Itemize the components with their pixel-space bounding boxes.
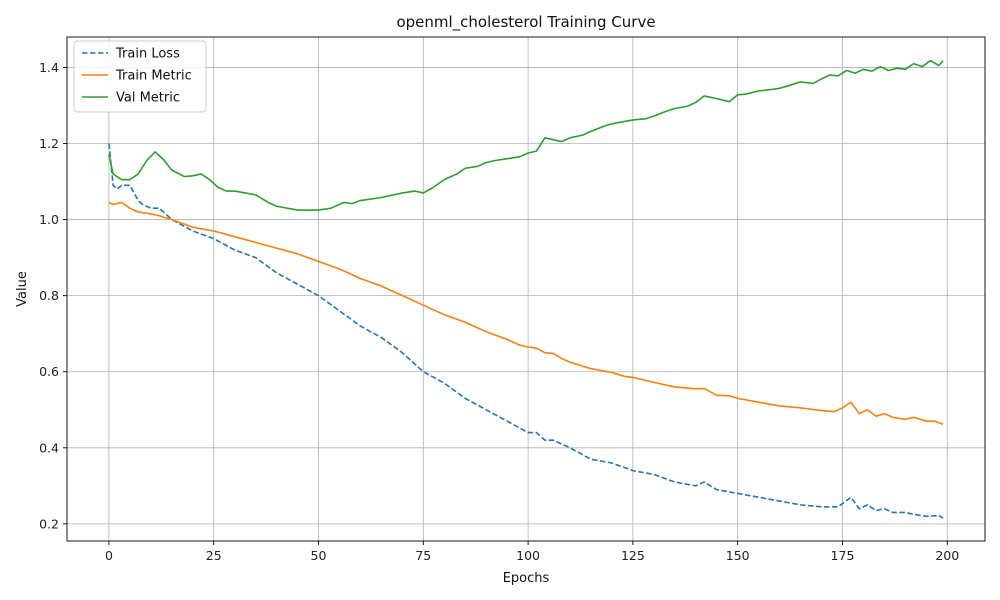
y-tick-label: 0.4 [39, 440, 59, 455]
y-tick-label: 0.8 [39, 288, 59, 303]
grid-lines [67, 37, 985, 541]
y-tick-label: 0.2 [39, 516, 59, 531]
plot-frame [66, 36, 986, 542]
series-line-train-loss [108, 143, 944, 519]
axis-ticks: 0 25 50 75 100 125 150 175 200 0.2 0.4 0.6 0.8 1.0 1.2… [39, 60, 959, 563]
x-axis-label: Epochs [503, 571, 550, 586]
legend: Train Loss Train Metric Val Metric [73, 40, 207, 113]
series-line-val-metric [108, 59, 944, 211]
x-tick-label: 100 [516, 548, 540, 563]
chart-title: openml_cholesterol Training Curve [396, 13, 655, 32]
x-tick-label: 50 [311, 548, 327, 563]
legend-label: Train Loss [115, 47, 180, 62]
y-axis-label: Value [15, 271, 30, 307]
x-tick-label: 25 [206, 548, 222, 563]
x-tick-label: 200 [935, 548, 959, 563]
y-tick-label: 1.4 [39, 60, 59, 75]
legend-label: Val Metric [116, 91, 180, 106]
y-tick-label: 1.0 [39, 212, 59, 227]
x-tick-label: 0 [105, 548, 113, 563]
y-tick-label: 1.2 [39, 136, 59, 151]
x-tick-label: 75 [415, 548, 431, 563]
series-line-train-metric [108, 201, 944, 425]
legend-label: Train Metric [115, 69, 192, 84]
y-tick-label: 0.6 [39, 364, 59, 379]
legend-box [73, 40, 207, 113]
x-tick-label: 175 [831, 548, 855, 563]
series-layer [108, 59, 944, 519]
x-tick-label: 125 [621, 548, 645, 563]
x-tick-label: 150 [726, 548, 750, 563]
